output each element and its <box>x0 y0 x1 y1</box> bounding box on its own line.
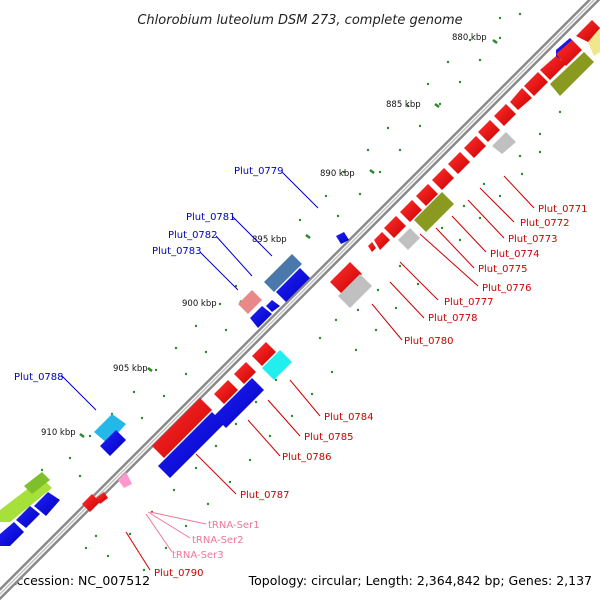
label-plut-0775[interactable]: Plut_0775 <box>478 264 528 275</box>
gene-grey-3[interactable] <box>338 274 372 308</box>
gene-blue-big-1[interactable] <box>214 378 264 428</box>
tick-label-910: 910 kbp <box>41 428 76 438</box>
gene-red-b[interactable] <box>576 20 600 42</box>
label-trna-ser3[interactable]: tRNA-Ser3 <box>172 550 224 561</box>
gene-far-left-5[interactable] <box>34 492 60 516</box>
label-plut-0781[interactable]: Plut_0781 <box>186 212 236 223</box>
gene-red-h[interactable] <box>478 120 500 142</box>
gene-grey-2[interactable] <box>398 228 420 250</box>
gene-red-q[interactable] <box>234 362 256 384</box>
label-plut-0779[interactable]: Plut_0779 <box>234 166 284 177</box>
gene-red-e[interactable] <box>524 72 548 96</box>
label-plut-0771[interactable]: Plut_0771 <box>538 204 588 215</box>
tick-marks <box>79 39 498 438</box>
label-plut-0788[interactable]: Plut_0788 <box>14 372 64 383</box>
gene-far-left-2[interactable] <box>24 472 50 494</box>
reverse-strand-genes <box>82 20 600 512</box>
guide-dots <box>40 12 562 572</box>
label-trna-ser1[interactable]: tRNA-Ser1 <box>208 520 260 531</box>
label-plut-0787[interactable]: Plut_0787 <box>240 490 290 501</box>
tick-label-885: 885 kbp <box>386 100 421 110</box>
label-plut-0782[interactable]: Plut_0782 <box>168 230 218 241</box>
gene-far-left-1[interactable] <box>0 478 52 522</box>
gene-red-c[interactable] <box>556 40 582 66</box>
gene-red-m[interactable] <box>400 200 422 222</box>
topology-summary-text: Topology: circular; Length: 2,364,842 bp… <box>248 573 592 588</box>
gene-red-l[interactable] <box>416 184 438 206</box>
map-title: Chlorobium luteolum DSM 273, complete ge… <box>137 13 462 28</box>
gene-red-o[interactable] <box>374 232 390 250</box>
label-trna-ser2[interactable]: tRNA-Ser2 <box>192 535 244 546</box>
gene-far-left-4[interactable] <box>16 506 40 528</box>
label-plut-0774[interactable]: Plut_0774 <box>490 249 540 260</box>
reverse-gene-labels: Plut_0771 Plut_0772 Plut_0773 Plut_0774 … <box>154 204 588 579</box>
label-plut-0784[interactable]: Plut_0784 <box>324 412 374 423</box>
forward-strand-genes <box>0 232 349 546</box>
rna-labels: tRNA-Ser1 tRNA-Ser2 tRNA-Ser3 <box>172 520 260 561</box>
label-plut-0778[interactable]: Plut_0778 <box>428 313 478 324</box>
gene-plut-0783b[interactable] <box>266 300 280 312</box>
tick-label-895: 895 kbp <box>252 235 287 245</box>
gene-plut-0782[interactable] <box>276 268 310 302</box>
gene-plut-0780[interactable] <box>330 262 362 294</box>
gene-plut-0787[interactable] <box>158 412 224 478</box>
label-plut-0772[interactable]: Plut_0772 <box>520 218 570 229</box>
gene-olive-1[interactable] <box>550 52 594 96</box>
label-plut-0776[interactable]: Plut_0776 <box>482 283 532 294</box>
tick-label-905: 905 kbp <box>113 364 148 374</box>
gene-plut-0783[interactable] <box>238 290 262 314</box>
gene-red-n[interactable] <box>384 216 406 238</box>
gene-red-j[interactable] <box>448 152 470 174</box>
gene-plut-0771[interactable] <box>586 26 600 56</box>
gene-red-p[interactable] <box>368 242 376 252</box>
gene-plut-0788b[interactable] <box>100 430 126 456</box>
label-plut-0786[interactable]: Plut_0786 <box>282 452 332 463</box>
gene-red-d[interactable] <box>540 56 566 80</box>
gene-plut-0790[interactable] <box>82 494 100 512</box>
label-plut-0773[interactable]: Plut_0773 <box>508 234 558 245</box>
callout-lines <box>61 171 535 571</box>
tick-label-900: 900 kbp <box>182 299 217 309</box>
gene-plut-0779[interactable] <box>336 232 349 244</box>
accession-text: Accession: NC_007512 <box>8 573 150 588</box>
gene-red-r[interactable] <box>214 380 238 404</box>
gene-plut-0783c[interactable] <box>250 306 272 328</box>
label-plut-0780[interactable]: Plut_0780 <box>404 336 454 347</box>
gene-red-f[interactable] <box>510 88 532 110</box>
label-plut-0785[interactable]: Plut_0785 <box>304 432 354 443</box>
tick-label-890: 890 kbp <box>320 169 355 179</box>
gene-plut-0788[interactable] <box>94 414 126 444</box>
gene-red-small[interactable] <box>96 492 108 504</box>
gene-red-k[interactable] <box>432 168 454 190</box>
gene-cyan[interactable] <box>262 350 292 380</box>
gene-plut-0784[interactable] <box>252 342 276 366</box>
gene-far-left-3[interactable] <box>0 522 24 546</box>
gene-olive-2[interactable] <box>414 192 454 232</box>
label-plut-0777[interactable]: Plut_0777 <box>444 297 494 308</box>
label-plut-0783[interactable]: Plut_0783 <box>152 246 202 257</box>
gene-red-g[interactable] <box>494 104 516 126</box>
tick-labels: 880 kbp 885 kbp 890 kbp 895 kbp 900 kbp … <box>41 33 487 438</box>
label-plut-0790[interactable]: Plut_0790 <box>154 568 204 579</box>
tick-label-880: 880 kbp <box>452 33 487 43</box>
gene-red-i[interactable] <box>464 136 486 158</box>
trna-ser-feature[interactable] <box>118 472 132 488</box>
gene-plut-0781[interactable] <box>264 254 302 292</box>
forward-gene-labels: Plut_0779 Plut_0781 Plut_0782 Plut_0783 … <box>14 166 284 383</box>
gene-red-big[interactable] <box>152 398 212 458</box>
gene-grey-1[interactable] <box>492 132 516 154</box>
